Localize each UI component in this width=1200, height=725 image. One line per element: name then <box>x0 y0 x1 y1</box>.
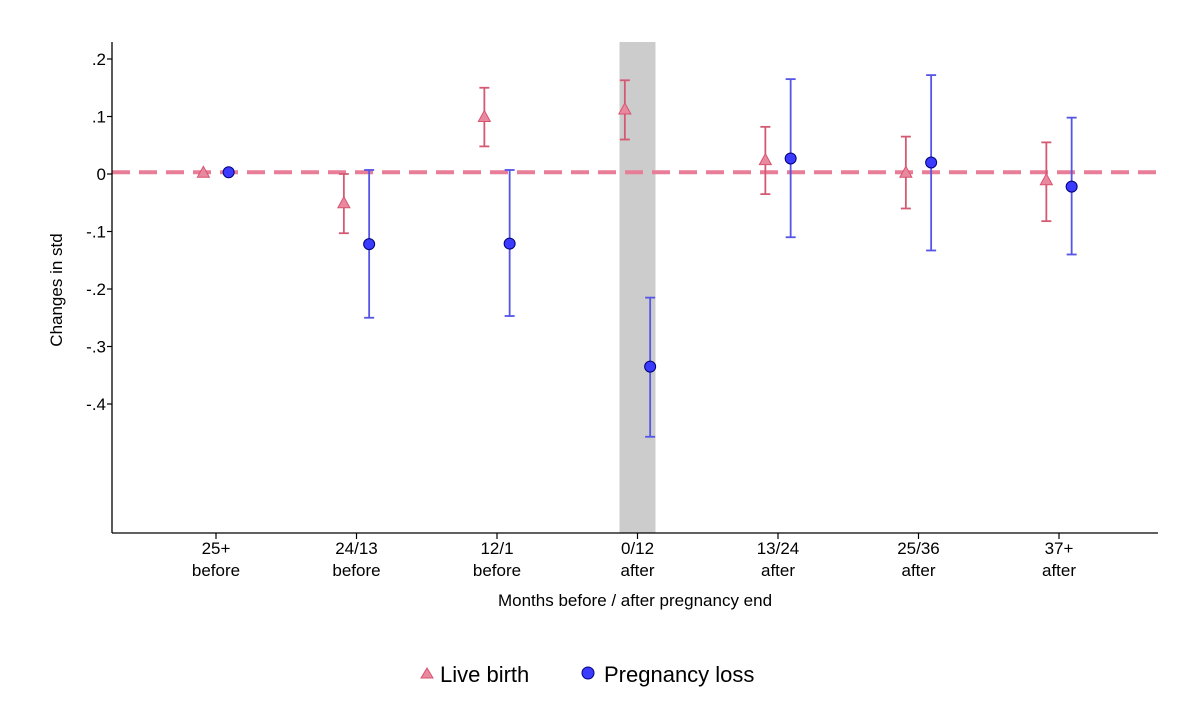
live-birth-point <box>477 109 492 122</box>
legend-pregnancy-loss-marker <box>581 666 595 680</box>
x-tick-label-line2: before <box>473 561 521 580</box>
y-axis-title: Changes in std <box>47 233 66 346</box>
live-birth-point <box>758 152 773 166</box>
live-birth-point <box>899 165 913 178</box>
x-tick-label-line1: 24/13 <box>335 539 378 558</box>
y-tick-label: -.4 <box>86 395 106 414</box>
x-tick-label-line2: before <box>332 561 380 580</box>
live-birth-point <box>337 195 351 209</box>
pregnancy-loss-point <box>222 166 235 179</box>
legend-live-birth-label: Live birth <box>440 662 529 687</box>
legend-pregnancy-loss-label: Pregnancy loss <box>604 662 754 687</box>
x-axis-title: Months before / after pregnancy end <box>498 591 772 610</box>
pregnancy-loss-point <box>644 360 657 373</box>
y-axis-ticks: .2 .1 0 -.1 -.2 -.3 -.4 <box>86 50 112 414</box>
pregnancy-loss-point <box>503 237 516 250</box>
y-tick-label: -.1 <box>86 223 106 242</box>
x-tick-label-line1: 13/24 <box>757 539 800 558</box>
x-tick-label-line1: 25+ <box>202 539 231 558</box>
y-tick-label: -.3 <box>86 338 106 357</box>
x-axis-ticks: 25+ before 24/13 before 12/1 before 0/12 after 1… <box>192 533 1076 580</box>
legend: Live birth Pregnancy loss <box>420 662 754 687</box>
pregnancy-loss-point <box>363 238 376 251</box>
x-tick-label-line1: 37+ <box>1045 539 1074 558</box>
x-tick-label-line2: after <box>620 561 654 580</box>
x-tick-label-line1: 12/1 <box>480 539 513 558</box>
y-tick-label: -.2 <box>86 280 106 299</box>
x-tick-label-line2: before <box>192 561 240 580</box>
plot-area <box>196 74 1078 438</box>
live-birth-point <box>618 101 632 115</box>
x-tick-label-line2: after <box>901 561 935 580</box>
x-tick-label-line2: after <box>761 561 795 580</box>
y-tick-label: .1 <box>92 108 106 127</box>
x-tick-label-line1: 25/36 <box>897 539 940 558</box>
y-tick-label: 0 <box>97 165 106 184</box>
x-tick-label-line1: 0/12 <box>621 539 654 558</box>
pregnancy-loss-point <box>784 152 797 165</box>
x-tick-label-line2: after <box>1042 561 1076 580</box>
live-birth-point <box>1039 172 1054 186</box>
live-birth-point <box>196 165 211 178</box>
pregnancy-loss-point <box>1065 180 1078 193</box>
y-tick-label: .2 <box>92 50 106 69</box>
legend-live-birth-marker <box>420 667 434 679</box>
pregnancy-loss-point <box>925 156 938 169</box>
